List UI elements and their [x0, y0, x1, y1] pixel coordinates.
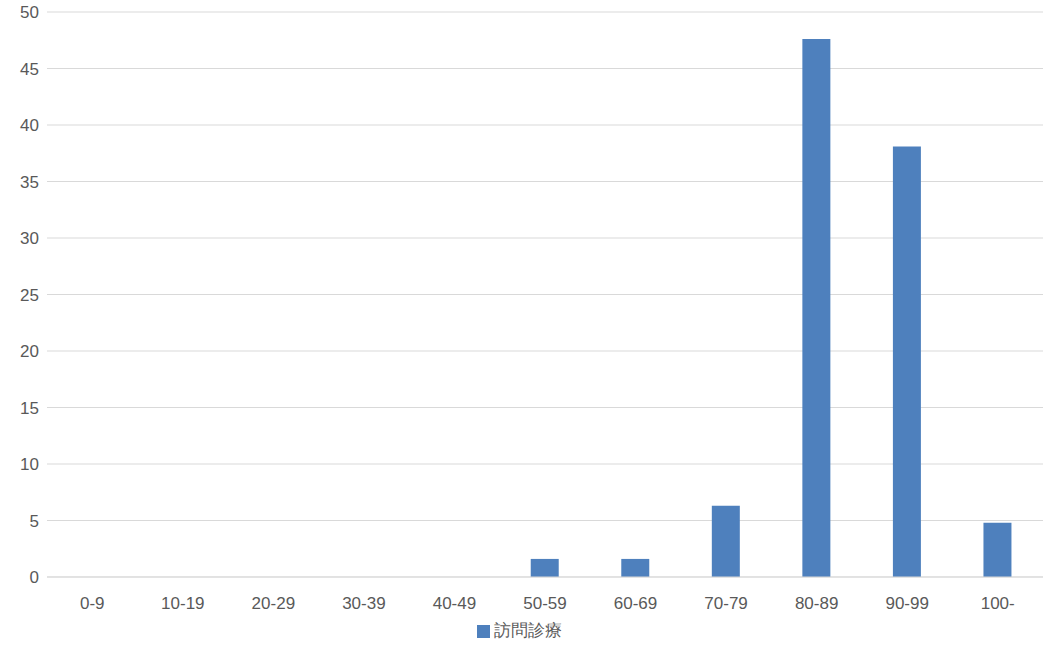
svg-text:80-89: 80-89: [795, 594, 838, 613]
svg-text:60-69: 60-69: [614, 594, 657, 613]
svg-text:45: 45: [20, 60, 39, 79]
svg-text:10-19: 10-19: [161, 594, 204, 613]
svg-text:10: 10: [20, 455, 39, 474]
svg-text:30-39: 30-39: [342, 594, 385, 613]
svg-text:40-49: 40-49: [433, 594, 476, 613]
svg-text:5: 5: [30, 512, 39, 531]
svg-text:0: 0: [30, 568, 39, 587]
svg-text:50: 50: [20, 3, 39, 22]
html-text:訪問診療: 訪問診療: [494, 621, 562, 640]
svg-text:25: 25: [20, 286, 39, 305]
svg-text:50-59: 50-59: [523, 594, 566, 613]
svg-text:40: 40: [20, 116, 39, 135]
svg-text:30: 30: [20, 229, 39, 248]
svg-text:20-29: 20-29: [252, 594, 295, 613]
svg-text:20: 20: [20, 342, 39, 361]
svg-text:0-9: 0-9: [80, 594, 105, 613]
svg-text:70-79: 70-79: [704, 594, 747, 613]
svg-text:100-: 100-: [981, 594, 1015, 613]
svg-text:35: 35: [20, 173, 39, 192]
svg-text:15: 15: [20, 399, 39, 418]
svg-text:90-99: 90-99: [885, 594, 928, 613]
